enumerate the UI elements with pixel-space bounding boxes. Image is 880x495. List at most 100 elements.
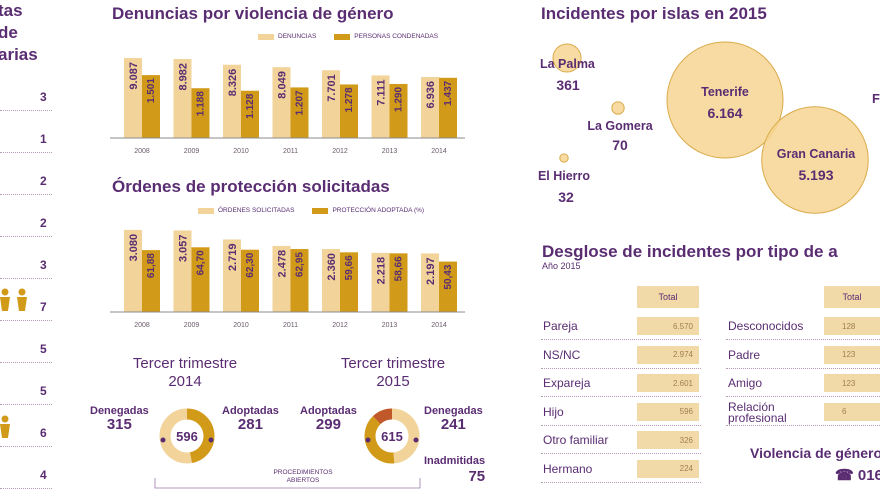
bar-label: 2.218 bbox=[376, 257, 388, 285]
bar--rdenes-solicitadas bbox=[124, 229, 142, 312]
donut-slice-inadmitidas bbox=[372, 408, 393, 425]
bar-label: 1.290 bbox=[394, 87, 405, 112]
row-divider bbox=[0, 446, 52, 447]
legend-swatch-dark bbox=[334, 33, 351, 40]
slice-value: 281 bbox=[237, 416, 263, 433]
row-divider bbox=[0, 194, 52, 195]
bar-secondary bbox=[241, 90, 259, 138]
bar-denuncias bbox=[322, 70, 340, 138]
bar-label: 2.719 bbox=[227, 243, 239, 271]
bubble-label: Gran Canaria bbox=[777, 147, 857, 161]
bubble-gran-canaria bbox=[761, 106, 869, 214]
row-divider bbox=[541, 481, 701, 483]
table-row-label: NS/NC bbox=[543, 347, 581, 362]
row-divider bbox=[0, 110, 52, 111]
table-row-label: Expareja bbox=[543, 376, 591, 390]
x-tick-label: 2010 bbox=[233, 148, 249, 155]
left-count: 2 bbox=[40, 216, 47, 230]
table-row-value: 224 bbox=[637, 459, 699, 478]
bar--rdenes-solicitadas bbox=[371, 252, 390, 312]
donut2-center: 615 bbox=[381, 429, 403, 444]
bubble-el-hierro bbox=[559, 153, 569, 163]
bubble-value: 6.164 bbox=[707, 105, 742, 121]
x-tick-label: 2008 bbox=[134, 148, 150, 155]
legend-swatch-light bbox=[258, 33, 274, 40]
chart1-title: Denuncias por violencia de género bbox=[112, 4, 394, 23]
donut1-center: 596 bbox=[176, 429, 198, 444]
row-divider bbox=[0, 320, 52, 321]
legend-label: ÓRDENES SOLICITADAS bbox=[218, 207, 295, 214]
bar-label: 7.111 bbox=[376, 79, 388, 105]
bar-label: 64,70 bbox=[196, 250, 207, 275]
bubble-value: 361 bbox=[556, 77, 580, 93]
bar-secondary bbox=[191, 247, 210, 312]
bar-label: 50,43 bbox=[443, 264, 454, 289]
table-row-label: Otro familiar bbox=[543, 433, 609, 447]
bar-label: 1.437 bbox=[443, 80, 454, 105]
bubble-value: 5.193 bbox=[798, 167, 833, 183]
table-row-value: 596 bbox=[637, 402, 699, 421]
x-tick-label: 2010 bbox=[233, 322, 249, 329]
slice-value: 75 bbox=[468, 468, 486, 485]
hotline-number: 016 bbox=[857, 467, 880, 484]
bar-label: 62,30 bbox=[245, 252, 256, 277]
slice-name: Adoptadas bbox=[300, 405, 357, 417]
bar--rdenes-solicitadas bbox=[272, 245, 291, 312]
left-title-line: tas bbox=[0, 1, 23, 20]
left-count: 3 bbox=[40, 258, 47, 272]
x-tick-label: 2013 bbox=[382, 322, 398, 329]
x-tick-label: 2009 bbox=[184, 322, 200, 329]
bar-secondary bbox=[191, 88, 210, 138]
donut2-title-line: 2015 bbox=[376, 373, 410, 390]
chart2-svg: 3.080 61,88 2008 3.057 64,70 2009 2.719 62,30 20… bbox=[110, 229, 465, 329]
chart1-legend: DENUNCIAS PERSONAS CONDENADAS bbox=[258, 33, 438, 40]
procedimientos-label: PROCEDIMIENTOS ABIERTOS bbox=[248, 469, 358, 485]
row-divider bbox=[726, 339, 880, 340]
bar-label: 58,66 bbox=[394, 256, 405, 281]
x-tick-label: 2009 bbox=[184, 148, 200, 155]
bar--rdenes-solicitadas bbox=[173, 230, 192, 312]
left-count: 5 bbox=[40, 342, 47, 356]
left-count: 7 bbox=[40, 300, 47, 314]
slice-name: Adoptadas bbox=[222, 405, 279, 417]
person-icon bbox=[0, 288, 27, 438]
islands-title: Incidentes por islas en 2015 bbox=[541, 4, 767, 23]
cut-label: F bbox=[872, 91, 880, 106]
legend-swatch-light bbox=[198, 207, 214, 214]
table-title: Desglose de incidentes por tipo de a bbox=[542, 242, 838, 261]
bar-label: 1.278 bbox=[344, 87, 355, 112]
donut-slice-adoptadas bbox=[391, 408, 420, 464]
bar-denuncias bbox=[124, 58, 142, 138]
bar-label: 2.197 bbox=[425, 257, 437, 285]
bar-secondary bbox=[439, 261, 457, 312]
slice-name: Denegadas bbox=[424, 405, 483, 417]
bar-label: 8.982 bbox=[178, 63, 190, 91]
table-row-value: 128 bbox=[824, 317, 880, 335]
donut-slice-denegadas bbox=[364, 416, 395, 464]
bar-label: 2.478 bbox=[277, 250, 289, 278]
left-title-line: de bbox=[0, 23, 18, 42]
bar-denuncias bbox=[173, 58, 192, 138]
bubble-label: Tenerife bbox=[701, 85, 749, 99]
table-row-value: 123 bbox=[824, 345, 880, 364]
x-tick-label: 2014 bbox=[431, 148, 447, 155]
left-count: 1 bbox=[40, 132, 47, 146]
legend-label: PERSONAS CONDENADAS bbox=[354, 33, 439, 40]
donut2-title-line: Tercer trimestre bbox=[340, 355, 446, 372]
row-divider bbox=[0, 362, 52, 363]
left-count: 3 bbox=[40, 90, 47, 104]
bar-label: 1.207 bbox=[295, 90, 306, 115]
table2-header: Total bbox=[824, 286, 880, 308]
row-divider bbox=[541, 339, 701, 340]
left-panel-title: tas de arias bbox=[0, 0, 38, 66]
bar-label: 3.057 bbox=[178, 234, 190, 262]
bar-secondary bbox=[439, 77, 457, 138]
bubble-label: El Hierro bbox=[538, 169, 590, 183]
legend-label: PROTECCIÓN ADOPTADA (%) bbox=[332, 207, 425, 214]
donut1-adoptadas: Adoptadas 281 bbox=[222, 404, 279, 432]
bar-label: 8.049 bbox=[277, 71, 289, 99]
slice-value: 241 bbox=[440, 416, 466, 433]
row-divider bbox=[0, 488, 52, 489]
row-divider bbox=[0, 404, 52, 405]
table-subtitle: Año 2015 bbox=[542, 261, 581, 271]
